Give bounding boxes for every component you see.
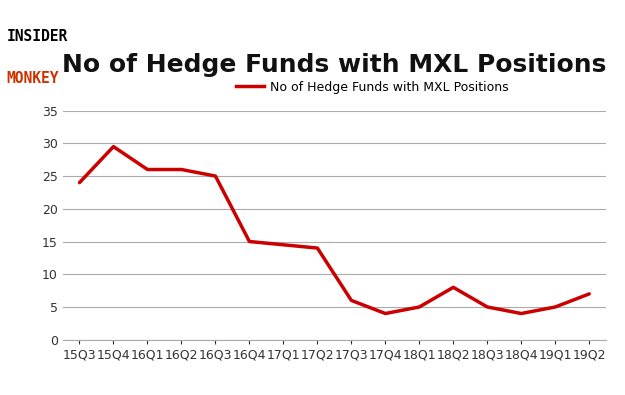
Title: No of Hedge Funds with MXL Positions: No of Hedge Funds with MXL Positions bbox=[62, 53, 606, 77]
Text: INSIDER: INSIDER bbox=[6, 30, 68, 45]
Legend: No of Hedge Funds with MXL Positions: No of Hedge Funds with MXL Positions bbox=[231, 75, 514, 99]
Text: MONKEY: MONKEY bbox=[6, 71, 59, 86]
